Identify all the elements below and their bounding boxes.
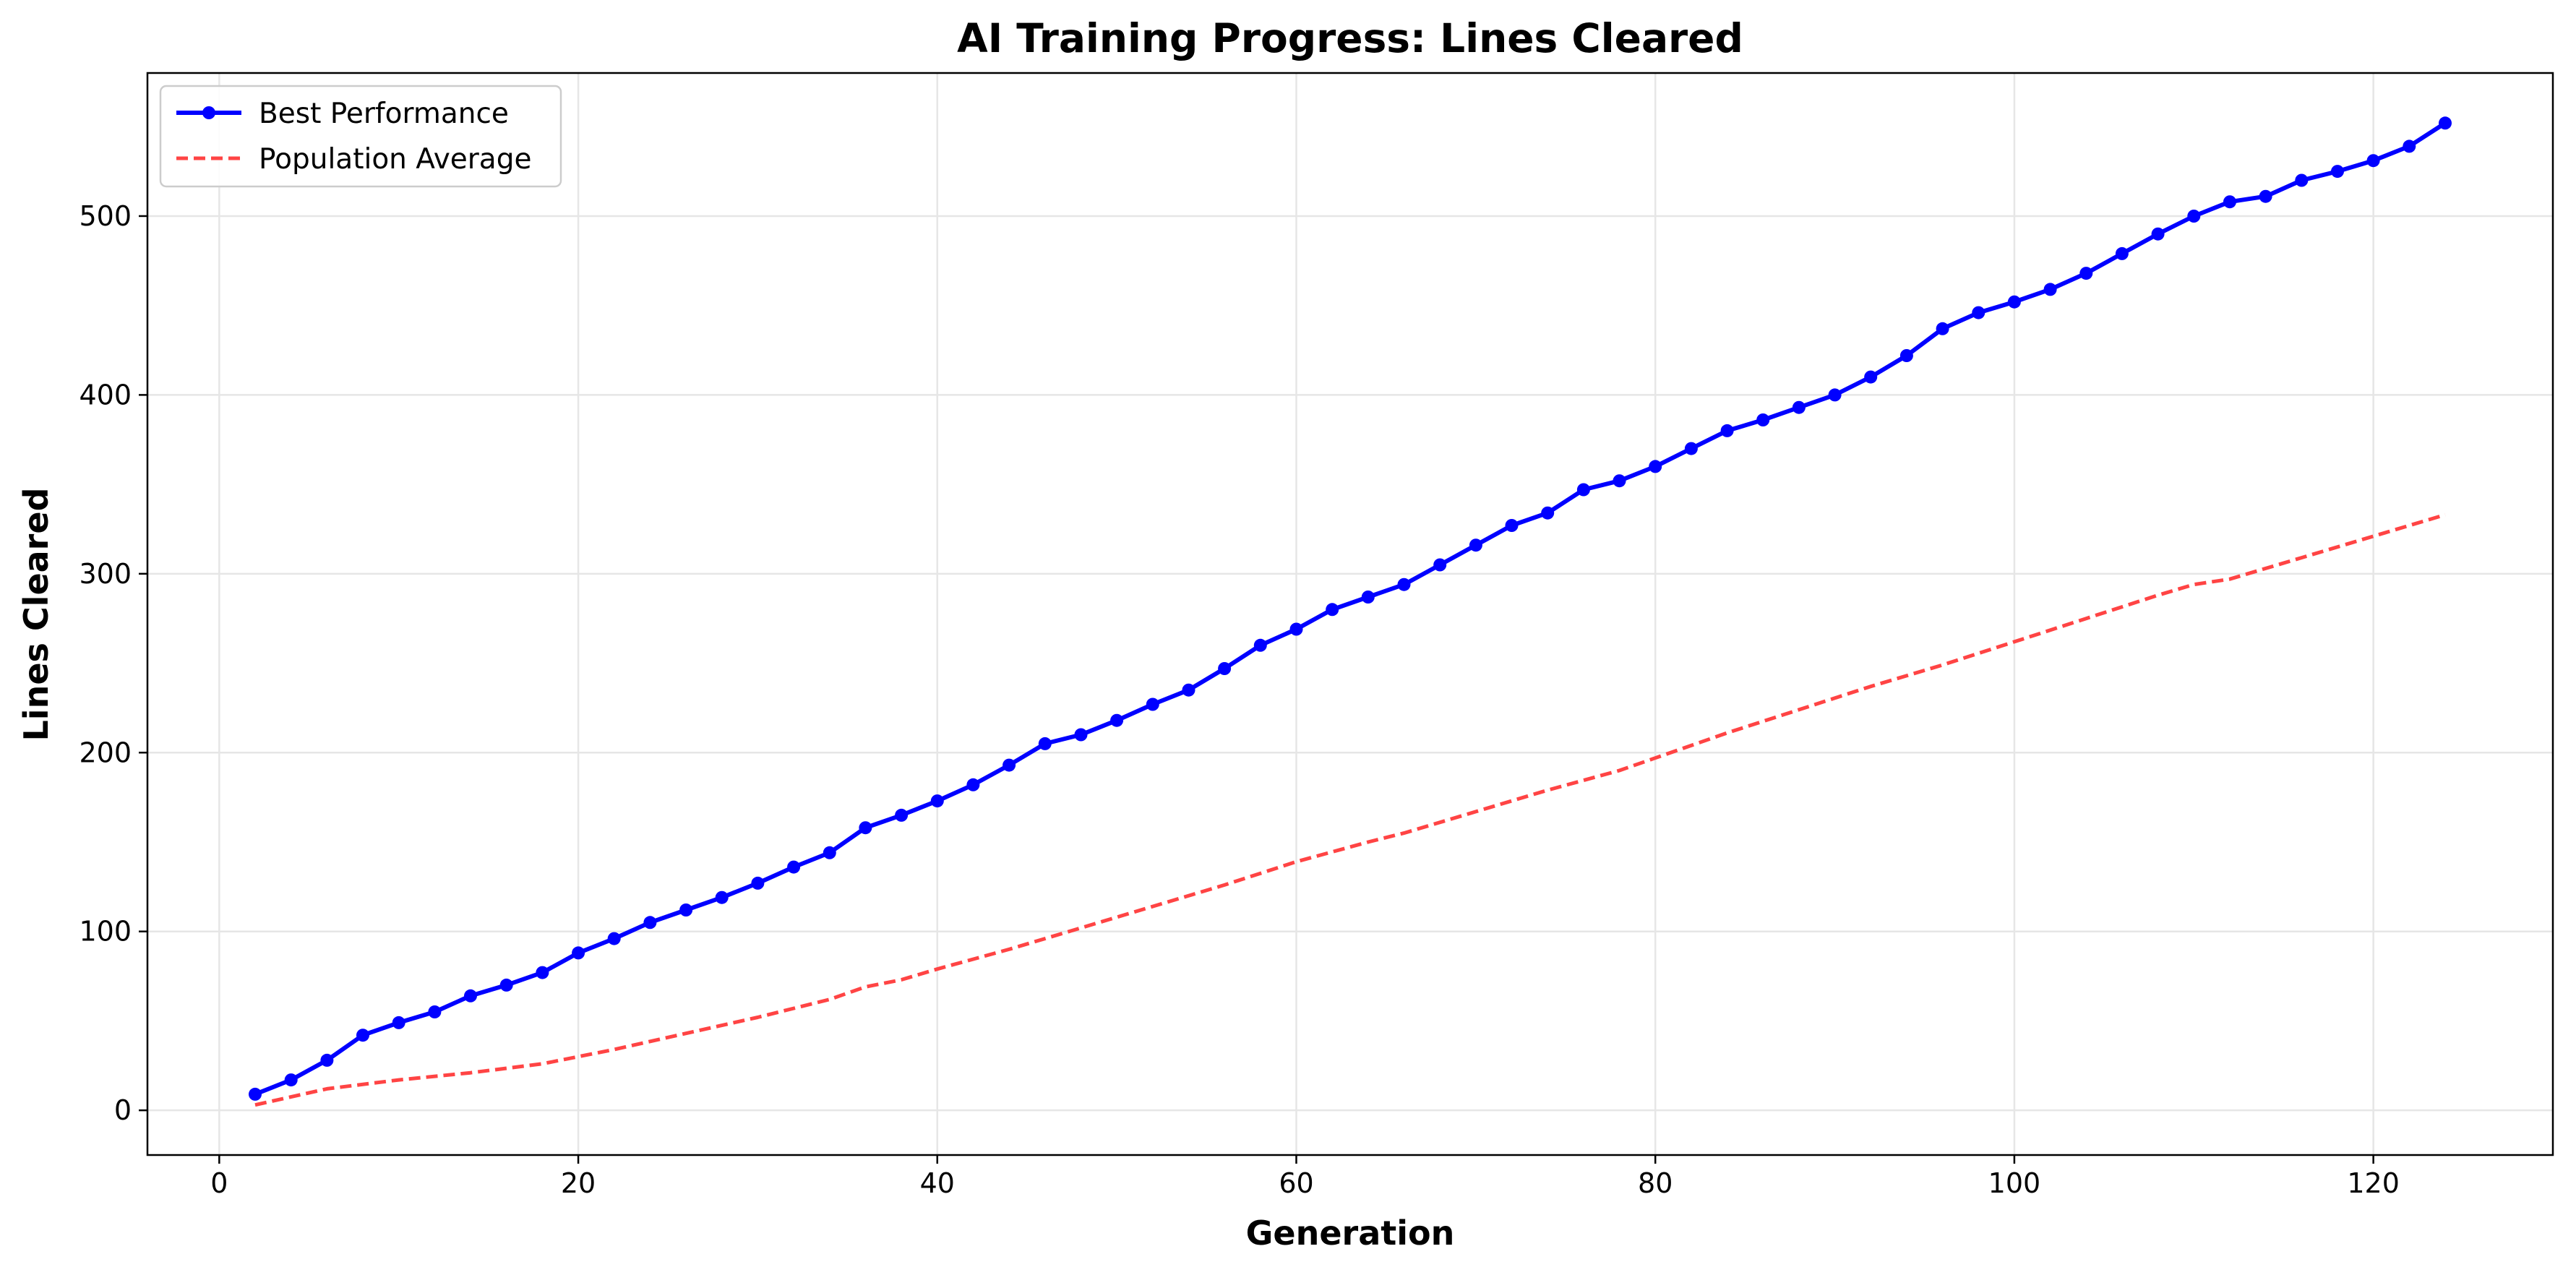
y-axis-title: Lines Cleared [17, 488, 56, 742]
data-point-best-performance [1218, 662, 1232, 675]
y-tick-label: 100 [79, 916, 132, 948]
y-tick-label: 300 [79, 558, 132, 590]
y-tick-label: 0 [114, 1094, 132, 1126]
data-point-best-performance [464, 989, 477, 1003]
data-point-best-performance [1936, 322, 1949, 335]
x-tick-label: 0 [210, 1167, 228, 1199]
data-point-best-performance [1792, 400, 1806, 414]
data-point-best-performance [2295, 173, 2309, 187]
data-point-best-performance [1397, 578, 1411, 591]
x-tick-label: 100 [1988, 1167, 2041, 1199]
data-point-best-performance [2223, 195, 2236, 209]
data-point-best-performance [1326, 603, 1339, 617]
data-point-best-performance [2007, 295, 2021, 309]
data-point-best-performance [1828, 388, 1842, 402]
data-point-best-performance [320, 1053, 334, 1067]
data-point-best-performance [715, 890, 729, 904]
data-point-best-performance [1003, 758, 1016, 772]
data-point-best-performance [1469, 538, 1482, 552]
data-point-best-performance [2403, 139, 2416, 153]
data-point-best-performance [643, 916, 657, 930]
legend-label-population-average: Population Average [259, 143, 531, 176]
chart-title: AI Training Progress: Lines Cleared [957, 15, 1743, 61]
data-point-best-performance [1361, 591, 1375, 604]
data-point-best-performance [1038, 737, 1052, 750]
legend-box [159, 85, 562, 188]
x-tick-label: 40 [920, 1167, 955, 1199]
data-point-best-performance [2259, 189, 2272, 203]
x-tick-label: 20 [561, 1167, 596, 1199]
data-point-best-performance [1684, 442, 1698, 455]
data-series [249, 116, 2452, 1107]
data-point-best-performance [823, 846, 836, 859]
data-point-best-performance [1289, 622, 1303, 636]
data-point-best-performance [895, 808, 909, 822]
data-point-best-performance [2043, 283, 2057, 296]
data-point-best-performance [249, 1087, 262, 1101]
data-point-best-performance [2079, 267, 2093, 280]
x-axis-title: Generation [1246, 1214, 1455, 1253]
plot-area-frame [146, 72, 2554, 1156]
data-point-best-performance [930, 794, 944, 808]
x-tick-label: 120 [2347, 1167, 2400, 1199]
data-point-best-performance [1864, 370, 1878, 384]
data-point-best-performance [966, 778, 980, 791]
series-line-best-performance [254, 121, 2447, 1096]
data-point-best-performance [1110, 713, 1124, 727]
data-point-best-performance [751, 876, 765, 890]
data-point-best-performance [1756, 413, 1770, 426]
data-point-best-performance [572, 946, 585, 960]
data-point-best-performance [356, 1029, 369, 1042]
y-tick-label: 400 [79, 379, 132, 411]
data-point-best-performance [2187, 210, 2201, 223]
data-point-best-performance [679, 903, 693, 916]
data-point-best-performance [1182, 683, 1195, 697]
data-point-best-performance [1649, 460, 1662, 473]
data-point-best-performance [1074, 728, 1088, 742]
data-point-best-performance [1576, 483, 1590, 497]
legend-marker-best-performance [202, 106, 215, 119]
data-point-best-performance [428, 1005, 442, 1018]
data-point-best-performance [536, 966, 549, 979]
x-tick-label: 60 [1279, 1167, 1313, 1199]
data-point-best-performance [1253, 638, 1267, 652]
axis-ticks: 0 20 40 60 80 100 120 0 100 200 300 400 500 [79, 200, 2399, 1199]
y-tick-label: 200 [79, 737, 132, 768]
data-point-best-performance [1541, 506, 1555, 520]
data-point-best-performance [1433, 558, 1447, 572]
data-point-best-performance [607, 932, 621, 945]
legend-label-best-performance: Best Performance [259, 98, 509, 130]
legend: Best Performance Population Average [159, 85, 562, 188]
data-point-best-performance [392, 1016, 405, 1029]
x-tick-label: 80 [1638, 1167, 1673, 1199]
data-point-best-performance [2439, 116, 2452, 130]
data-point-best-performance [499, 978, 513, 992]
data-point-best-performance [1505, 519, 1519, 532]
series-line-population-average [254, 512, 2446, 1107]
gridlines [147, 73, 2553, 1155]
data-point-best-performance [2366, 154, 2380, 168]
data-point-best-performance [1720, 424, 1734, 437]
data-point-best-performance [2151, 227, 2165, 241]
y-tick-label: 500 [79, 200, 132, 232]
data-point-best-performance [2115, 246, 2129, 260]
data-point-best-performance [787, 860, 801, 874]
data-point-best-performance [2331, 165, 2344, 179]
data-point-best-performance [1146, 697, 1159, 711]
data-point-best-performance [1613, 474, 1626, 488]
data-point-best-performance [284, 1073, 298, 1087]
data-point-best-performance [1899, 349, 1913, 362]
data-point-best-performance [859, 821, 872, 835]
data-point-best-performance [1972, 306, 1985, 319]
